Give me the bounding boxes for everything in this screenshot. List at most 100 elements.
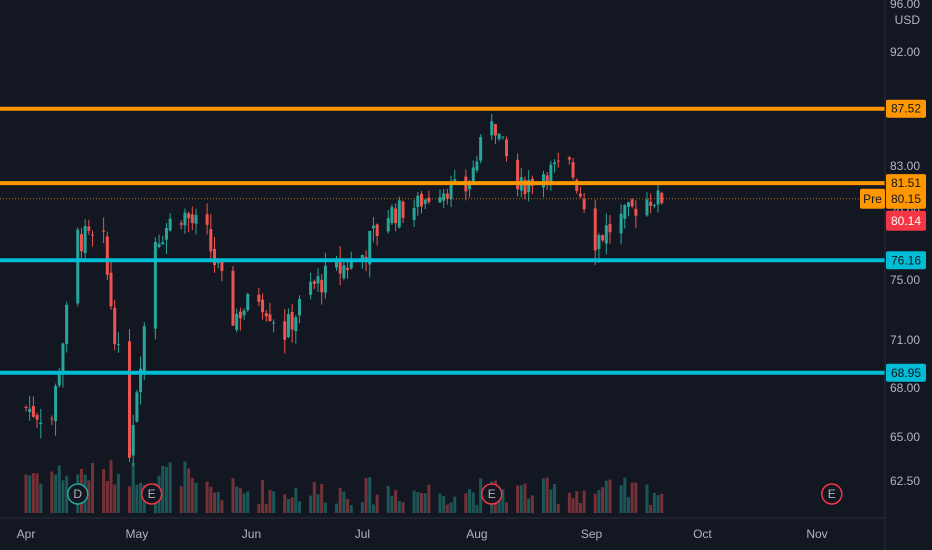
volume-bar-78: [423, 493, 427, 513]
volume-bar-49: [272, 491, 276, 513]
volume-bar-32: [187, 468, 191, 513]
volume-bar-123: [656, 495, 660, 513]
volume-bar-69: [375, 494, 379, 513]
volume-bar-60: [334, 503, 338, 513]
volume-bar-9: [65, 475, 69, 513]
volume-bar-118: [630, 482, 634, 513]
candle-body-75: [412, 208, 416, 220]
candle-body-18: [113, 307, 117, 344]
volume-bar-35: [205, 481, 209, 513]
volume-bar-106: [571, 498, 575, 513]
premarket-badge-label: Pre: [863, 192, 882, 206]
volume-bar-52: [290, 497, 294, 513]
volume-bar-96: [519, 485, 523, 513]
event-marker-2[interactable]: E: [480, 483, 503, 505]
event-marker-3[interactable]: E: [821, 483, 843, 505]
volume-bar-63: [346, 498, 350, 513]
candle-body-60: [334, 259, 338, 268]
price-tick-6: 68.00: [890, 381, 920, 395]
candle-body-53: [294, 317, 298, 332]
candle-body-94: [505, 139, 509, 157]
price-tick-7: 65.00: [890, 430, 920, 444]
candle-body-116: [623, 205, 627, 219]
premarket-price-label: 80.15: [891, 192, 921, 206]
time-tick-sep: Sep: [581, 527, 603, 541]
candle-body-124: [660, 193, 664, 204]
candle-body-81: [442, 193, 446, 201]
volume-bar-3: [35, 473, 39, 513]
candle-body-31: [183, 212, 187, 226]
candle-body-62: [342, 265, 346, 279]
candle-body-37: [213, 248, 217, 266]
candle-body-113: [604, 225, 608, 244]
candle-body-115: [619, 213, 623, 234]
candle-body-3: [35, 415, 39, 420]
volume-bar-57: [316, 494, 320, 513]
level-tag-label-0: 87.52: [891, 102, 921, 116]
volume-bar-94: [505, 502, 509, 513]
candle-body-9: [65, 304, 69, 344]
horizontal-levels[interactable]: [0, 106, 885, 375]
volume-bar-0: [24, 474, 28, 513]
time-tick-nov: Nov: [806, 527, 827, 541]
volume-bar-112: [601, 487, 605, 513]
candle-body-112: [601, 235, 605, 241]
premarket-badge: [860, 188, 885, 209]
candle-body-74: [401, 201, 405, 218]
candle-body-106: [571, 162, 575, 178]
volume-bar-84: [453, 496, 457, 513]
candle-body-49: [272, 322, 276, 324]
volume-bar-75: [412, 490, 416, 513]
level-tag-label-3: 68.95: [891, 366, 921, 380]
candle-body-67: [368, 230, 372, 265]
event-circle-3: [821, 483, 843, 505]
volume-bar-86: [468, 488, 472, 513]
time-tick-apr: Apr: [17, 527, 36, 541]
level-tag-2: [886, 251, 926, 270]
event-circle-0: [66, 483, 89, 505]
candle-body-17: [109, 272, 113, 307]
event-label-0: D: [73, 487, 82, 501]
volume-bar-31: [183, 461, 187, 513]
volume-bar-117: [626, 497, 630, 513]
volume-bar-124: [660, 493, 664, 513]
candle-body-78: [423, 199, 427, 204]
candle-body-36: [209, 229, 213, 252]
candle-body-65: [360, 254, 364, 260]
volume-bar-55: [309, 495, 313, 513]
volume-bar-14: [91, 462, 95, 513]
volume-bar-17: [109, 460, 113, 513]
candle-body-107: [575, 179, 579, 191]
event-marker-1[interactable]: E: [140, 483, 163, 505]
candle-body-32: [187, 213, 191, 219]
volume-bar-56: [312, 481, 316, 513]
candle-body-41: [235, 313, 239, 330]
candle-body-19: [116, 344, 120, 346]
candle-body-93: [501, 136, 505, 138]
event-circle-2: [480, 483, 503, 505]
candle-body-26: [157, 244, 161, 248]
price-tick-0: 92.00: [890, 45, 920, 59]
volume-bar-30: [179, 486, 183, 513]
event-marker-0[interactable]: D: [66, 483, 89, 505]
level-tag-0: [886, 99, 926, 118]
candle-body-73: [397, 200, 401, 228]
volume-bar-80: [438, 493, 442, 513]
volume-bar-15: [102, 469, 106, 513]
volume-bar-99: [530, 495, 534, 513]
volume-bar-76: [416, 491, 420, 513]
volume-bar-120: [645, 484, 649, 513]
candle-body-119: [634, 208, 638, 216]
candle-body-16: [105, 236, 109, 275]
candle-body-57: [316, 276, 320, 284]
volume-bar-45: [257, 504, 261, 513]
volume-bar-116: [623, 477, 627, 513]
candle-body-103: [553, 162, 557, 165]
volume-bar-119: [634, 482, 638, 513]
volume-bar-115: [619, 485, 623, 513]
volume-bar-114: [608, 479, 612, 513]
